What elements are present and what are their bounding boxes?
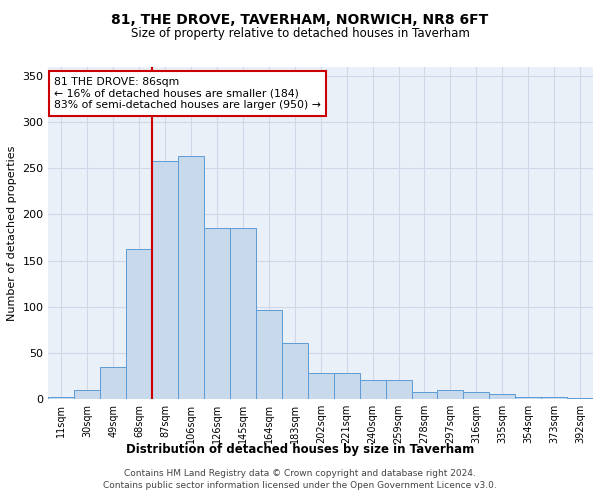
Bar xyxy=(490,394,515,399)
Bar xyxy=(515,397,541,399)
Bar xyxy=(282,342,308,399)
Bar xyxy=(126,248,152,399)
Bar xyxy=(49,397,74,399)
Bar xyxy=(204,228,230,399)
Bar xyxy=(178,156,204,399)
Bar xyxy=(541,397,567,399)
Bar xyxy=(437,390,463,399)
Bar xyxy=(308,373,334,399)
Bar xyxy=(567,398,593,399)
Bar xyxy=(152,161,178,399)
Bar xyxy=(230,228,256,399)
Bar xyxy=(74,390,100,399)
Text: Contains public sector information licensed under the Open Government Licence v3: Contains public sector information licen… xyxy=(103,481,497,490)
Bar xyxy=(412,392,437,399)
Bar xyxy=(256,310,282,399)
Bar xyxy=(100,366,126,399)
Bar xyxy=(359,380,386,399)
Text: Contains HM Land Registry data © Crown copyright and database right 2024.: Contains HM Land Registry data © Crown c… xyxy=(124,468,476,477)
Text: Distribution of detached houses by size in Taverham: Distribution of detached houses by size … xyxy=(126,442,474,456)
Bar xyxy=(463,392,490,399)
Bar xyxy=(386,380,412,399)
Text: 81 THE DROVE: 86sqm
← 16% of detached houses are smaller (184)
83% of semi-detac: 81 THE DROVE: 86sqm ← 16% of detached ho… xyxy=(54,77,321,110)
Bar xyxy=(334,373,359,399)
Y-axis label: Number of detached properties: Number of detached properties xyxy=(7,145,17,320)
Text: 81, THE DROVE, TAVERHAM, NORWICH, NR8 6FT: 81, THE DROVE, TAVERHAM, NORWICH, NR8 6F… xyxy=(112,12,488,26)
Text: Size of property relative to detached houses in Taverham: Size of property relative to detached ho… xyxy=(131,28,469,40)
